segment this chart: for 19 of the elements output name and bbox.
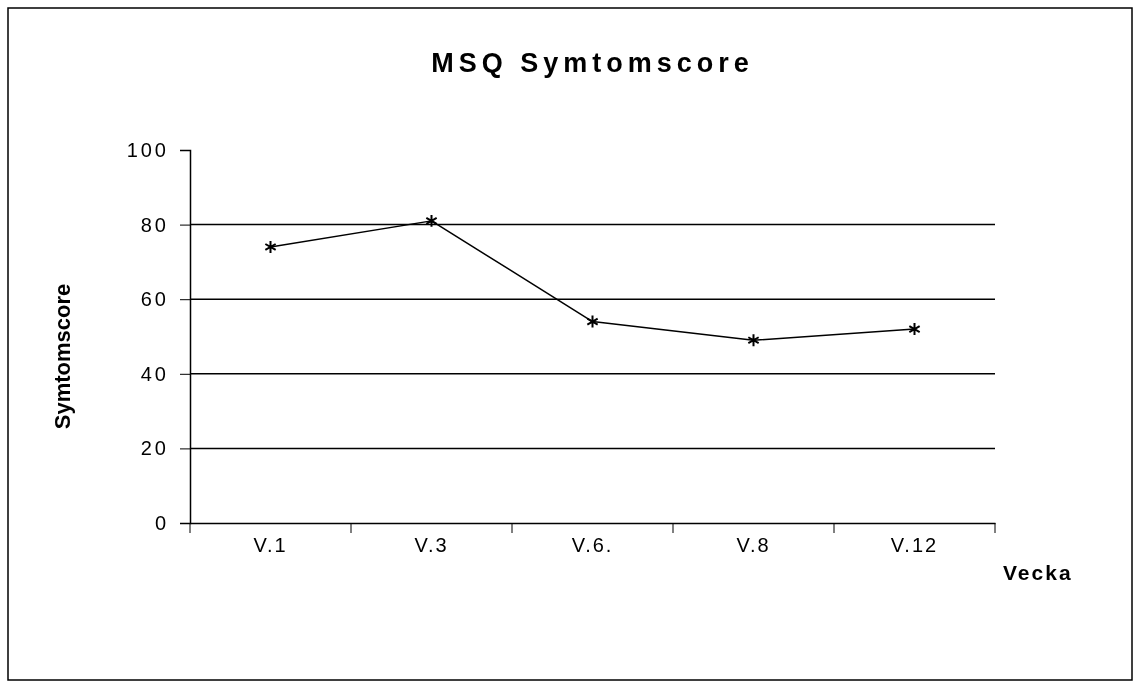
point [425, 213, 438, 228]
x-tick-label: V.3 [414, 534, 449, 556]
x-tick-label: V.8 [736, 534, 771, 556]
x-tick-label: V.1 [253, 534, 288, 556]
y-tick-label: 20 [140, 437, 169, 460]
point [747, 333, 760, 348]
y-axis-title: Symtomscore [50, 283, 75, 430]
y-tick-label: 0 [154, 511, 169, 534]
y-tick-label: 100 [126, 138, 169, 161]
x-tick-label: V.12 [890, 534, 939, 556]
point [586, 314, 599, 329]
point [908, 322, 921, 337]
x-axis-title: Vecka [1003, 561, 1073, 584]
chart-title: MSQ Symtomscore [431, 48, 754, 78]
y-tick-label: 60 [140, 288, 169, 311]
y-tick-label: 40 [140, 362, 169, 385]
point [264, 240, 277, 254]
y-tick-label: 80 [140, 213, 169, 236]
x-tick-label: V.6. [571, 534, 614, 556]
